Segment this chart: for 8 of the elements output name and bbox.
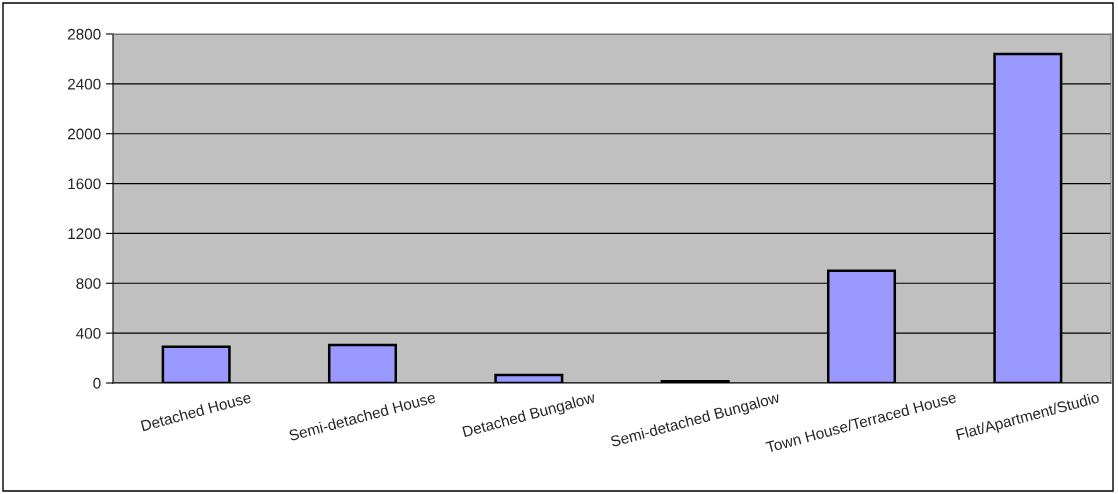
y-tick-label: 2800 [67, 28, 101, 40]
y-tick-label: 1200 [68, 228, 101, 240]
y-tick-label: 800 [76, 278, 101, 289]
y-tick-label: 400 [76, 328, 101, 339]
y-tick-label: 1600 [68, 178, 101, 190]
y-tick-label: 2000 [67, 128, 101, 140]
y-tick-label: 0 [93, 377, 101, 389]
y-tick-label: 2400 [67, 78, 101, 90]
